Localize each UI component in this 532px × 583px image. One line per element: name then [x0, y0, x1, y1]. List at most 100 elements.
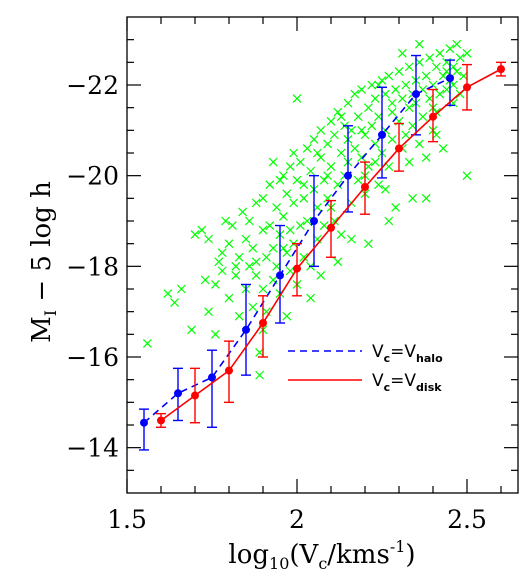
plot-frame: [126, 16, 519, 494]
x-tick-label: 1.5: [107, 505, 147, 534]
scatter-point: [421, 71, 431, 81]
plot-area: [139, 39, 506, 451]
scatter-point: [363, 239, 373, 249]
data-point-halo: [344, 171, 352, 180]
scatter-point: [350, 89, 360, 99]
scatter-point: [397, 48, 407, 58]
scatter-point: [442, 66, 452, 76]
scatter-point: [176, 284, 186, 294]
scatter-point: [357, 153, 367, 162]
scatter-point: [367, 80, 377, 90]
data-point-disk: [497, 65, 505, 74]
x-tick-label: 2.5: [447, 505, 487, 534]
scatter-point: [401, 130, 411, 140]
scatter-point: [258, 284, 268, 294]
error-bar-halo: [139, 408, 149, 451]
scatter-point: [261, 252, 271, 262]
scatter-point: [285, 266, 295, 276]
scatter-point: [292, 175, 302, 185]
scatter-point: [142, 338, 152, 348]
scatter-point: [421, 193, 431, 203]
scatter-point: [275, 175, 285, 185]
scatter-point: [204, 307, 214, 317]
data-point-halo: [412, 90, 420, 99]
scatter-point: [295, 157, 305, 167]
x-tick-label: 2: [289, 505, 305, 534]
scatter-point: [438, 71, 448, 81]
scatter-point: [346, 125, 356, 135]
scatter-point: [391, 85, 401, 94]
scatter-point: [241, 234, 251, 244]
scatter-point: [384, 216, 394, 226]
scatter-point: [282, 248, 292, 258]
scatter-point: [445, 44, 455, 54]
scatter-point: [421, 153, 431, 162]
data-point-halo: [378, 130, 386, 139]
data-point-disk: [395, 144, 403, 153]
scatter-point: [435, 48, 445, 58]
scatter-point: [312, 148, 322, 158]
scatter-point: [302, 144, 312, 153]
scatter-point: [353, 112, 363, 122]
scatter-point: [397, 94, 407, 104]
data-point-disk: [429, 112, 437, 121]
scatter-point: [231, 270, 241, 280]
scatter-point: [431, 130, 441, 140]
scatter-point: [272, 261, 282, 271]
scatter-point: [357, 85, 367, 94]
scatter-point: [336, 230, 346, 240]
scatter-point: [217, 248, 227, 258]
scatter-point: [285, 162, 295, 172]
scatter-point: [197, 225, 207, 235]
scatter-point: [285, 225, 295, 235]
scatter-point: [234, 252, 244, 262]
scatter-point: [380, 89, 390, 99]
scatter-point: [448, 80, 458, 90]
scatter-point: [316, 270, 326, 280]
scatter-point: [414, 57, 424, 67]
scatter-point: [333, 257, 343, 267]
scatter-point: [306, 293, 316, 303]
data-point-disk: [191, 391, 199, 400]
scatter-point: [343, 98, 353, 108]
scatter-point: [214, 257, 224, 267]
scatter-point: [333, 107, 343, 117]
scatter-point: [231, 261, 241, 271]
scatter-point: [326, 116, 336, 126]
scatter-point: [238, 207, 248, 217]
data-point-halo: [140, 418, 148, 427]
scatter-point: [384, 71, 394, 81]
scatter-point: [299, 193, 309, 203]
scatter-point: [221, 216, 231, 226]
scatter-point: [200, 275, 210, 285]
scatter-point: [278, 171, 288, 181]
scatter-point: [251, 270, 261, 280]
scatter-point: [387, 98, 397, 108]
scatter-point: [377, 76, 387, 85]
scatter-point: [299, 252, 309, 262]
scatter-point: [374, 180, 384, 190]
scatter-point: [319, 221, 329, 230]
scatter-point: [299, 180, 309, 190]
scatter-point: [408, 121, 418, 131]
legend: Vc=Vhalo Vc=Vdisk: [288, 342, 443, 394]
scatter-point: [255, 370, 265, 380]
scatter-point: [374, 112, 384, 122]
scatter-point: [380, 184, 390, 194]
scatter-point: [224, 239, 234, 249]
scatter-point: [370, 94, 380, 104]
scatter-point: [404, 157, 414, 167]
y-tick-label: −22: [66, 71, 119, 100]
scatter-point: [316, 125, 326, 135]
scatter-point: [425, 94, 435, 104]
data-point-halo: [208, 373, 216, 382]
data-point-disk: [293, 264, 301, 273]
scatter-point: [170, 298, 180, 308]
scatter-point: [370, 157, 380, 167]
scatter-point: [404, 62, 414, 72]
scatter-point: [248, 302, 258, 312]
scatter-point: [462, 171, 472, 181]
scatter-point: [268, 157, 278, 167]
scatter-point: [306, 166, 316, 176]
